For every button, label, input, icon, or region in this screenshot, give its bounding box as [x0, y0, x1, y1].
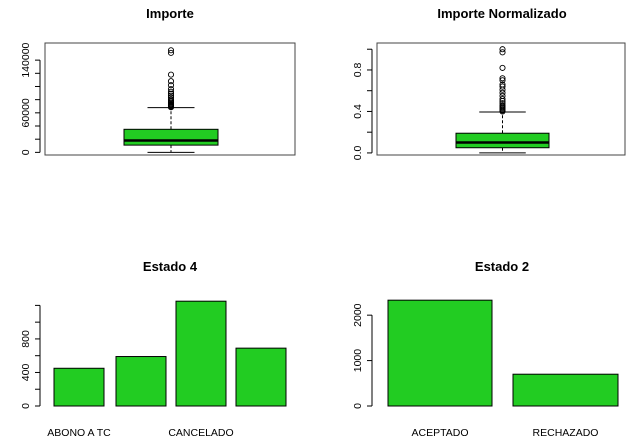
chart1-outlier-point [167, 82, 175, 89]
chart1-outlier-point [167, 96, 175, 103]
chart1-y-tick-label: 140000 [20, 42, 32, 77]
chart1-iqr-box [123, 128, 219, 146]
chart-title-importe-normalizado: Importe Normalizado [437, 6, 566, 21]
chart2-outlier-point [499, 83, 506, 90]
chart1-outlier-point [167, 88, 175, 95]
chart2-outlier-point [499, 46, 506, 53]
chart3-bar [53, 367, 105, 407]
chart3-bar [115, 356, 167, 407]
chart1-outlier-point [167, 94, 175, 101]
chart2-outlier-point [499, 77, 506, 84]
chart3-bar [235, 347, 287, 407]
chart3-y-tick-label: 800 [20, 330, 32, 348]
chart2-y-tick-label: 0.8 [352, 63, 364, 78]
chart4-bar [512, 373, 619, 407]
chart1-outlier-point [167, 71, 175, 78]
chart2-plot-frame [376, 42, 626, 156]
chart1-outlier-point [167, 47, 175, 54]
chart1-plot-frame [44, 42, 296, 156]
chart2-outlier-point [499, 100, 506, 107]
chart3-x-tick-label: CANCELADO [168, 427, 233, 439]
chart3-y-tick-label: 0 [20, 403, 32, 409]
chart4-y-tick-label: 1000 [352, 349, 364, 373]
chart2-y-tick-label: 0.0 [352, 145, 364, 160]
chart4-y-tick-label: 0 [352, 403, 364, 409]
chart2-iqr-box [455, 132, 550, 149]
chart-title-estado-2: Estado 2 [475, 259, 529, 274]
chart2-outlier-point [499, 92, 506, 99]
chart1-y-tick-label: 0 [20, 149, 32, 155]
chart1-y-tick-label: 60000 [20, 98, 32, 127]
chart2-outlier-point [499, 95, 506, 103]
chart4-bar [387, 299, 493, 407]
chart1-outlier-point [167, 92, 175, 99]
chart-title-estado-4: Estado 4 [143, 259, 198, 274]
chart4-x-tick-label: RECHAZADO [533, 427, 599, 439]
chart3-y-tick-label: 400 [20, 364, 32, 382]
chart2-y-tick-label: 0.4 [352, 104, 364, 119]
chart-title-importe: Importe [146, 6, 194, 21]
chart2-outlier-point [499, 81, 506, 88]
chart1-outlier-point [167, 86, 175, 93]
chart1-outlier-point [167, 78, 175, 85]
chart1-outlier-point [167, 49, 175, 56]
chart1-outlier-point [167, 90, 175, 97]
chart2-outlier-point [499, 89, 506, 96]
chart4-x-tick-label: ACEPTADO [412, 427, 469, 439]
chart3-bar [175, 300, 227, 407]
chart2-outlier-point [499, 75, 506, 82]
chart3-x-tick-label: ABONO A TC [47, 427, 111, 439]
chart2-outlier-point [499, 49, 506, 56]
chart2-outlier-point [499, 64, 506, 71]
chart2-outlier-point [499, 102, 506, 109]
chart4-y-tick-label: 2000 [352, 303, 364, 327]
